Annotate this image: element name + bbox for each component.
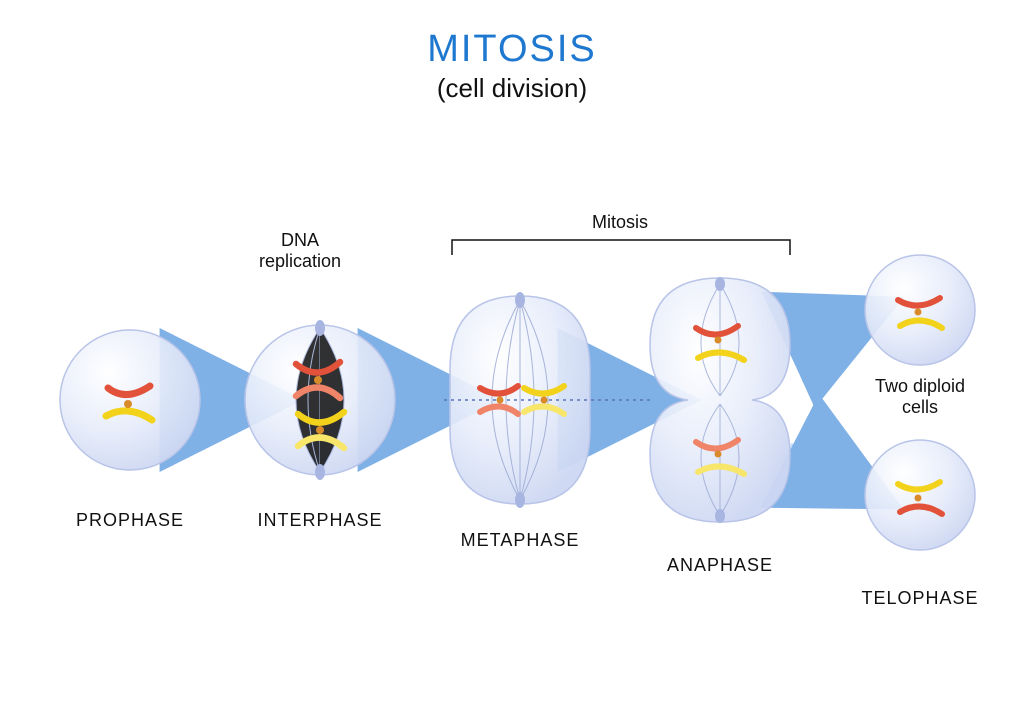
label-two-diploid: Two diploid cells xyxy=(875,376,965,418)
label-interphase: INTERPHASE xyxy=(257,510,382,531)
cell-metaphase xyxy=(444,292,650,508)
cell-prophase xyxy=(60,330,200,470)
label-prophase: PROPHASE xyxy=(76,510,184,531)
mitosis-bracket xyxy=(452,240,790,255)
cell-anaphase xyxy=(650,277,790,523)
cell-telophase-top xyxy=(865,255,975,365)
cell-telophase-bottom xyxy=(865,440,975,550)
label-metaphase: METAPHASE xyxy=(461,530,580,551)
mitosis-diagram xyxy=(0,0,1024,720)
label-mitosis-bracket: Mitosis xyxy=(592,212,648,233)
label-dna-replication: DNA replication xyxy=(259,230,341,272)
label-telophase: TELOPHASE xyxy=(861,588,978,609)
cell-interphase xyxy=(245,320,395,480)
label-anaphase: ANAPHASE xyxy=(667,555,773,576)
